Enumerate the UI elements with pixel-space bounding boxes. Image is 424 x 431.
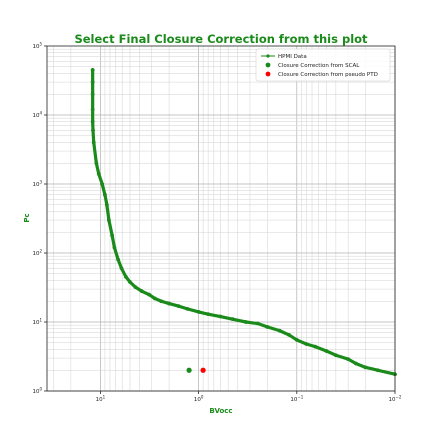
hpmi-data-point — [110, 233, 115, 238]
hpmi-data-point — [116, 257, 121, 262]
legend-marker-swatch — [265, 71, 271, 77]
plot-frame — [46, 45, 396, 392]
y-tick-label: 104 — [32, 111, 42, 120]
hpmi-data-point — [196, 310, 201, 314]
tick-base: 10 — [32, 320, 39, 326]
hpmi-data-point — [147, 292, 151, 297]
hpmi-data-point — [230, 317, 235, 322]
tick-exponent: −1 — [297, 395, 303, 400]
x-tick-label: 10−2 — [389, 395, 402, 404]
hpmi-data-point — [90, 68, 95, 72]
hpmi-data-point — [265, 324, 270, 329]
hpmi-data-point — [90, 119, 95, 124]
legend: HPMI Data Closure Correction from SCAL C… — [255, 48, 391, 82]
hpmi-data-point — [91, 140, 96, 145]
tick-base: 10 — [96, 397, 103, 403]
legend-entry-scal: Closure Correction from SCAL — [265, 62, 360, 69]
hpmi-data-point — [133, 285, 138, 290]
grid-lines — [47, 46, 396, 392]
hpmi-data-point — [159, 299, 164, 304]
tick-base: 10 — [194, 397, 201, 403]
tick-exponent: 1 — [39, 318, 42, 323]
hpmi-data-point — [112, 245, 117, 250]
y-tick-label: 100 — [32, 387, 42, 396]
hpmi-data-point — [119, 266, 124, 271]
tick-base: 10 — [32, 389, 39, 395]
tick-exponent: 5 — [39, 42, 42, 47]
tick-base: 10 — [290, 397, 297, 403]
hpmi-data-point — [304, 342, 309, 346]
y-axis-label: Pc — [23, 213, 31, 222]
y-tick-label: 103 — [32, 180, 42, 189]
hpmi-data-point — [167, 301, 171, 306]
chart-title: Select Final Closure Correction from thi… — [74, 32, 368, 46]
legend-marker-swatch — [265, 62, 271, 68]
hpmi-data-point — [287, 333, 291, 337]
y-tick-label: 101 — [32, 318, 42, 327]
hpmi-data-line — [91, 68, 397, 376]
hpmi-data-point — [100, 182, 105, 186]
x-tick-label: 100 — [194, 395, 204, 404]
hpmi-data-point — [91, 128, 95, 133]
legend-entry-ptd: Closure Correction from pseudo PTD — [265, 71, 378, 78]
tick-base: 10 — [32, 251, 39, 257]
hpmi-data-point — [176, 304, 181, 308]
tick-base: 10 — [32, 44, 39, 50]
hpmi-data-point — [333, 353, 338, 358]
hpmi-data-point — [104, 202, 109, 207]
legend-entry-hpmi: HPMI Data — [261, 54, 307, 60]
tick-exponent: 1 — [103, 395, 106, 400]
ptd-closure-point — [200, 367, 206, 373]
legend-box — [255, 48, 391, 82]
hpmi-data-point — [90, 92, 95, 97]
hpmi-data-point — [346, 357, 351, 361]
hpmi-data-point — [375, 368, 380, 373]
tick-base: 10 — [32, 113, 39, 119]
hpmi-data-point — [94, 161, 99, 166]
hpmi-data-point — [90, 80, 95, 84]
hpmi-data-point — [152, 296, 157, 301]
hpmi-data-point — [106, 218, 111, 222]
hpmi-data-point — [206, 312, 211, 317]
tick-exponent: −2 — [396, 395, 402, 400]
legend-label-ptd: Closure Correction from pseudo PTD — [278, 72, 378, 78]
y-tick-label: 102 — [32, 249, 42, 258]
hpmi-data-point — [354, 361, 358, 366]
hpmi-data-point — [139, 289, 144, 294]
hpmi-data-point — [128, 280, 132, 284]
hpmi-data-point — [90, 107, 95, 112]
tick-base: 10 — [32, 182, 39, 188]
legend-marker-swatch — [266, 54, 270, 58]
x-tick-label: 101 — [96, 395, 106, 404]
x-axis-label: BVocc — [209, 407, 232, 415]
legend-label-scal: Closure Correction from SCAL — [278, 63, 360, 69]
hpmi-data-point — [324, 349, 329, 353]
series-layer — [90, 68, 397, 377]
hpmi-data-point — [103, 192, 107, 197]
tick-exponent: 2 — [39, 249, 42, 254]
x-tick-label: 10−1 — [290, 395, 303, 404]
hpmi-data-point — [185, 306, 190, 311]
tick-exponent: 3 — [39, 180, 42, 185]
scal-closure-point — [186, 367, 192, 373]
y-tick-label: 105 — [32, 42, 42, 51]
tick-exponent: 0 — [39, 387, 42, 392]
hpmi-data-point — [243, 320, 248, 324]
hpmi-data-point — [218, 314, 223, 319]
hpmi-data-point — [363, 365, 368, 370]
hpmi-data-point — [96, 172, 101, 176]
tick-base: 10 — [389, 397, 396, 403]
hpmi-data-point — [294, 338, 299, 342]
tick-exponent: 4 — [39, 111, 42, 116]
hpmi-data-point — [255, 321, 260, 326]
hpmi-data-point — [277, 328, 282, 333]
hpmi-data-point — [124, 275, 128, 279]
legend-label-hpmi: HPMI Data — [278, 54, 307, 60]
tick-exponent: 0 — [201, 395, 204, 400]
hpmi-data-point — [313, 344, 318, 349]
